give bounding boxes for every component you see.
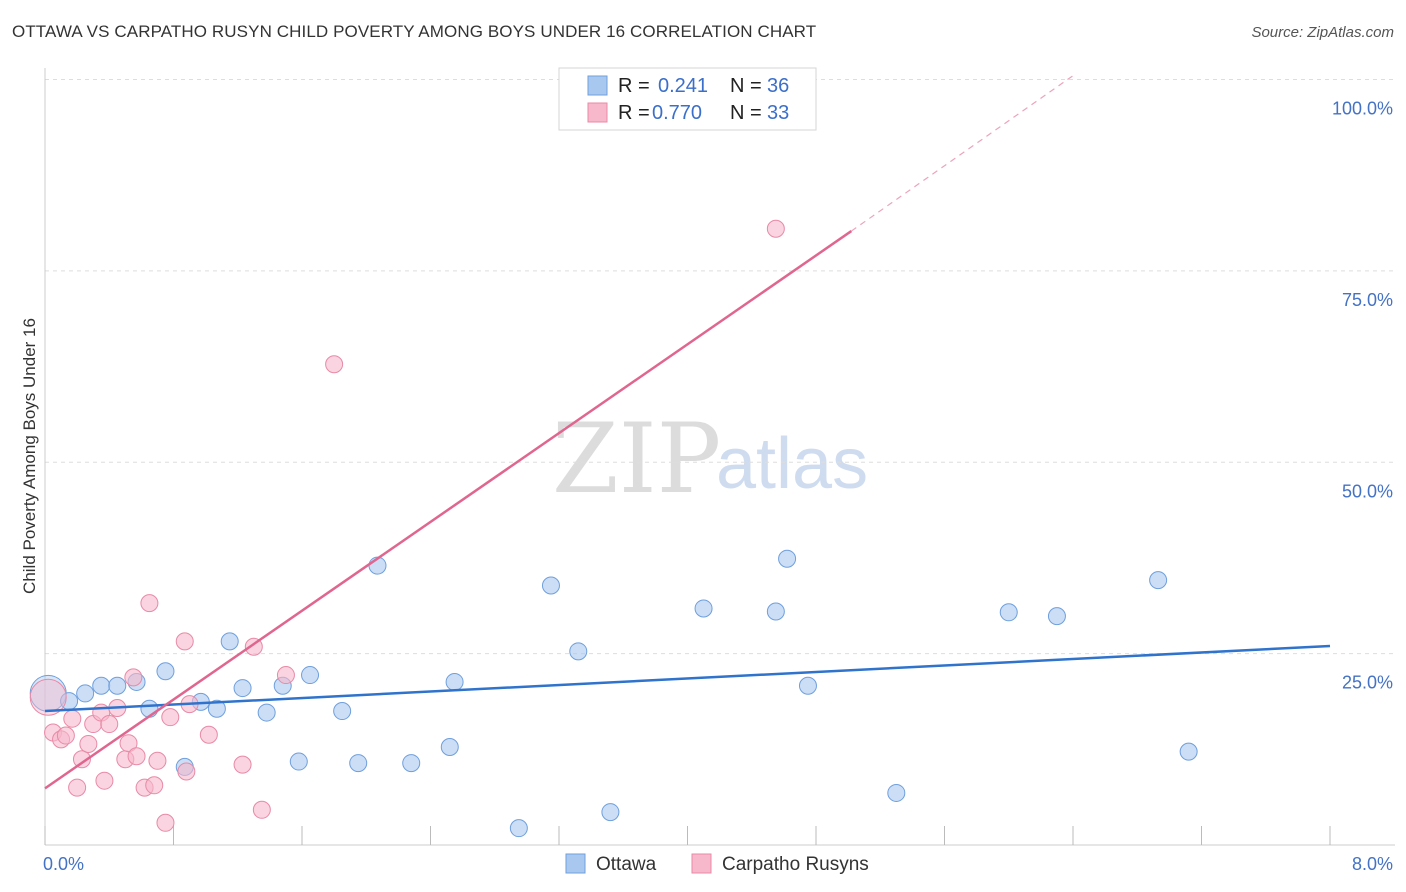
x-tick-label-start: 0.0% <box>43 854 84 874</box>
carpatho-rusyn-point <box>325 355 344 374</box>
watermark-atlas: atlas <box>716 424 868 504</box>
carpatho-rusyn-points <box>29 219 785 832</box>
ottawa-point <box>92 676 111 695</box>
y-tick-labels: 25.0% 50.0% 75.0% 100.0% <box>1332 99 1393 693</box>
carpatho-rusyn-point <box>95 771 114 790</box>
ottawa-point <box>440 738 459 757</box>
carpatho-rusyn-point <box>156 813 175 832</box>
grid-lines <box>45 79 1395 655</box>
correlation-legend: R = 0.241 N = 36 R = 0.770 N = 33 <box>558 67 817 131</box>
x-tick-labels: 0.0% 8.0% <box>43 854 1393 874</box>
chart-title: OTTAWA VS CARPATHO RUSYN CHILD POVERTY A… <box>12 22 817 41</box>
bottom-legend-swatch-carpatho-rusyns <box>691 853 712 874</box>
chart-source: Source: ZipAtlas.com <box>1251 24 1394 41</box>
carpatho-rusyn-point <box>63 709 82 728</box>
ottawa-points <box>29 549 1198 838</box>
ottawa-point <box>541 576 560 595</box>
legend-n-label-ottawa: N = <box>730 75 762 97</box>
ottawa-point <box>601 803 620 822</box>
carpatho-rusyn-point <box>252 800 271 819</box>
ottawa-point <box>233 679 252 698</box>
ottawa-point <box>1179 742 1198 761</box>
ottawa-point <box>778 549 797 568</box>
x-tick-label-end: 8.0% <box>1352 854 1393 874</box>
carpatho-rusyn-point <box>161 708 180 727</box>
carpatho-rusyn-trend-extension <box>850 75 1074 232</box>
legend-n-value-carpatho-rusyns: 33 <box>767 102 789 124</box>
bottom-legend-swatch-ottawa <box>565 853 586 874</box>
y-tick-label: 100.0% <box>1332 99 1393 119</box>
ottawa-point <box>257 703 276 722</box>
watermark: ZIP atlas <box>552 403 868 515</box>
ottawa-point <box>402 754 421 773</box>
legend-swatch-ottawa <box>587 75 608 96</box>
legend-r-label-carpatho-rusyns: R = <box>618 102 650 124</box>
y-axis-label: Child Poverty Among Boys Under 16 <box>20 318 39 594</box>
ottawa-point <box>289 752 308 771</box>
y-tick-label: 50.0% <box>1342 481 1393 501</box>
carpatho-rusyn-point <box>276 666 295 685</box>
ottawa-point <box>1149 571 1168 590</box>
carpatho-rusyn-point <box>199 725 218 744</box>
y-tick-label: 25.0% <box>1342 673 1393 693</box>
ottawa-point <box>766 602 785 621</box>
watermark-zip: ZIP <box>552 403 721 515</box>
ottawa-point <box>349 754 368 773</box>
legend-r-value-ottawa: 0.241 <box>658 75 708 97</box>
ottawa-point <box>108 676 127 695</box>
ottawa-point <box>887 783 906 802</box>
legend-n-value-ottawa: 36 <box>767 75 789 97</box>
legend-swatch-carpatho-rusyns <box>587 102 608 123</box>
ottawa-point <box>220 632 239 651</box>
ottawa-point <box>301 666 320 685</box>
legend-n-label-carpatho-rusyns: N = <box>730 102 762 124</box>
carpatho-rusyn-point <box>79 734 98 753</box>
ottawa-point <box>798 676 817 695</box>
carpatho-rusyn-trend-line <box>44 230 853 790</box>
ottawa-point <box>509 819 528 838</box>
carpatho-rusyn-point <box>56 726 75 745</box>
carpatho-rusyn-point <box>177 762 196 781</box>
ottawa-point <box>207 699 226 718</box>
carpatho-rusyn-point <box>127 747 146 766</box>
carpatho-rusyn-point <box>124 668 143 687</box>
bottom-legend-label-carpatho-rusyns: Carpatho Rusyns <box>722 854 869 875</box>
ottawa-point <box>333 702 352 721</box>
ottawa-point <box>156 662 175 681</box>
y-tick-label: 75.0% <box>1342 290 1393 310</box>
legend-r-label-ottawa: R = <box>618 75 650 97</box>
carpatho-rusyn-point <box>145 776 164 795</box>
carpatho-rusyn-point <box>148 751 167 770</box>
carpatho-rusyn-point <box>68 778 87 797</box>
ottawa-point <box>999 603 1018 622</box>
carpatho-rusyn-point <box>140 594 159 613</box>
carpatho-rusyn-point <box>233 755 252 774</box>
ottawa-point <box>569 642 588 661</box>
ottawa-point <box>445 672 464 691</box>
ottawa-point <box>76 684 95 703</box>
axes <box>44 68 1395 846</box>
ottawa-trend-line <box>44 644 1331 713</box>
carpatho-rusyn-point <box>72 750 91 769</box>
ottawa-point <box>694 599 713 618</box>
ottawa-point <box>1047 607 1066 626</box>
carpatho-rusyn-point <box>766 219 785 238</box>
trend-lines <box>44 75 1331 790</box>
bottom-legend-label-ottawa: Ottawa <box>596 854 657 875</box>
series-legend: Ottawa Carpatho Rusyns <box>565 853 869 875</box>
carpatho-rusyn-point <box>119 734 138 753</box>
legend-r-value-carpatho-rusyns: 0.770 <box>652 102 702 124</box>
carpatho-rusyn-point <box>100 715 119 734</box>
carpatho-rusyn-point <box>175 632 194 651</box>
carpatho-rusyn-point <box>29 678 67 716</box>
